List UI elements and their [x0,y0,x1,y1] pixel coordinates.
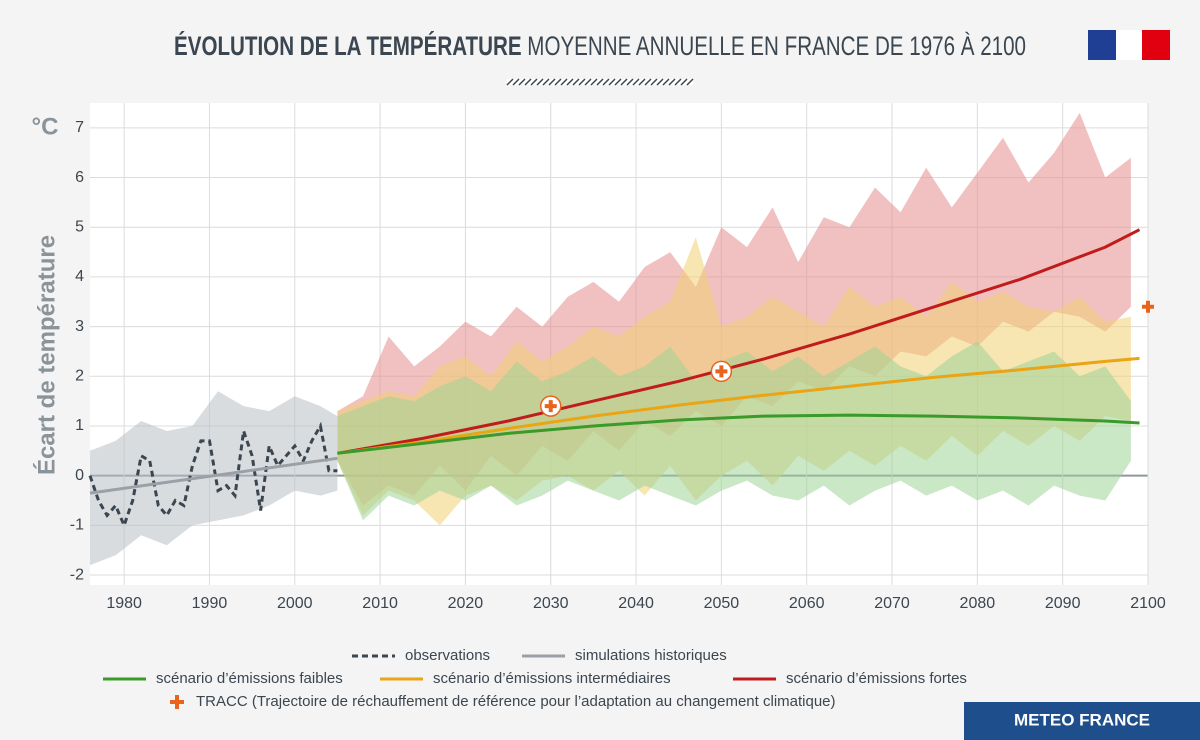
x-tick-label: 2080 [960,595,996,612]
underline-hatch [506,78,694,86]
tracc-cross [715,365,728,378]
x-tick-label: 2070 [874,595,910,612]
uncertainty-band [90,391,338,566]
y-tick-label: 3 [75,318,84,335]
legend-swatch [170,695,184,709]
x-tick-label: 2100 [1130,595,1166,612]
y-tick-label: 5 [75,218,84,235]
legend-label: TRACC (Trajectoire de réchauffement de r… [196,693,836,710]
plot: -2 -1 0 1 2 3 4 5 6 7 1980 1990 2000 2010 2020 2030 2040… [70,103,1166,612]
logo-blue [1088,30,1116,60]
y-tick-label: 4 [75,268,84,285]
x-tick-label: 2040 [618,595,654,612]
series-line [89,456,338,495]
legend-label: simulations historiques [575,647,727,664]
series-line [88,421,338,530]
legend-label: scénario d’émissions intermédiaires [433,670,671,687]
uncertainty-band [337,341,1131,521]
legend-label: scénario d’émissions fortes [786,670,967,687]
y-tick-label: 1 [75,417,84,434]
tracc-point [1142,300,1154,313]
x-tick-label: 1990 [192,595,228,612]
tracc-cross [1142,300,1154,313]
x-tick-label: 2020 [448,595,484,612]
y-tick-label: -1 [70,517,84,534]
x-tick-label: 2030 [533,595,569,612]
x-tick-label: 2090 [1045,595,1081,612]
chart-title: ÉVOLUTION DE LA TEMPÉRATURE MOYENNE ANNU… [174,30,1026,61]
title-underline [506,78,694,86]
series-line [337,228,1141,455]
x-tick-label: 2010 [362,595,398,612]
tracc-cross [544,400,557,413]
title-rest: MOYENNE ANNUELLE EN FRANCE DE 1976 À 210… [522,31,1026,61]
tracc-point [710,360,733,383]
y-tick-label: 2 [75,368,84,385]
y-tick-label: 6 [75,169,84,186]
y-tick-label: -2 [70,566,84,583]
tracc-point [539,395,562,417]
logo-red [1142,30,1170,60]
y-tick-label: 0 [75,467,84,484]
y-unit: °C [32,113,59,140]
legend-label: scénario d’émissions faibles [156,670,343,687]
legend-label: observations [405,647,490,664]
legend: observations simulations historiques scéna… [103,647,967,710]
footer-bar [964,702,1200,740]
series-line [337,356,1140,455]
x-tick-label: 2000 [277,595,313,612]
title-bold: ÉVOLUTION DE LA TEMPÉRATURE [174,30,522,61]
x-tick-label: 1980 [106,595,142,612]
footer-brand: METEO FRANCE [1014,710,1150,729]
logo-white [1116,30,1142,60]
series-line [337,413,1140,455]
x-tick-label: 2060 [789,595,825,612]
x-tick-label: 2050 [704,595,740,612]
y-tick-label: 7 [75,119,84,136]
logo [1088,30,1170,60]
y-axis-label: Écart de température [32,235,60,475]
